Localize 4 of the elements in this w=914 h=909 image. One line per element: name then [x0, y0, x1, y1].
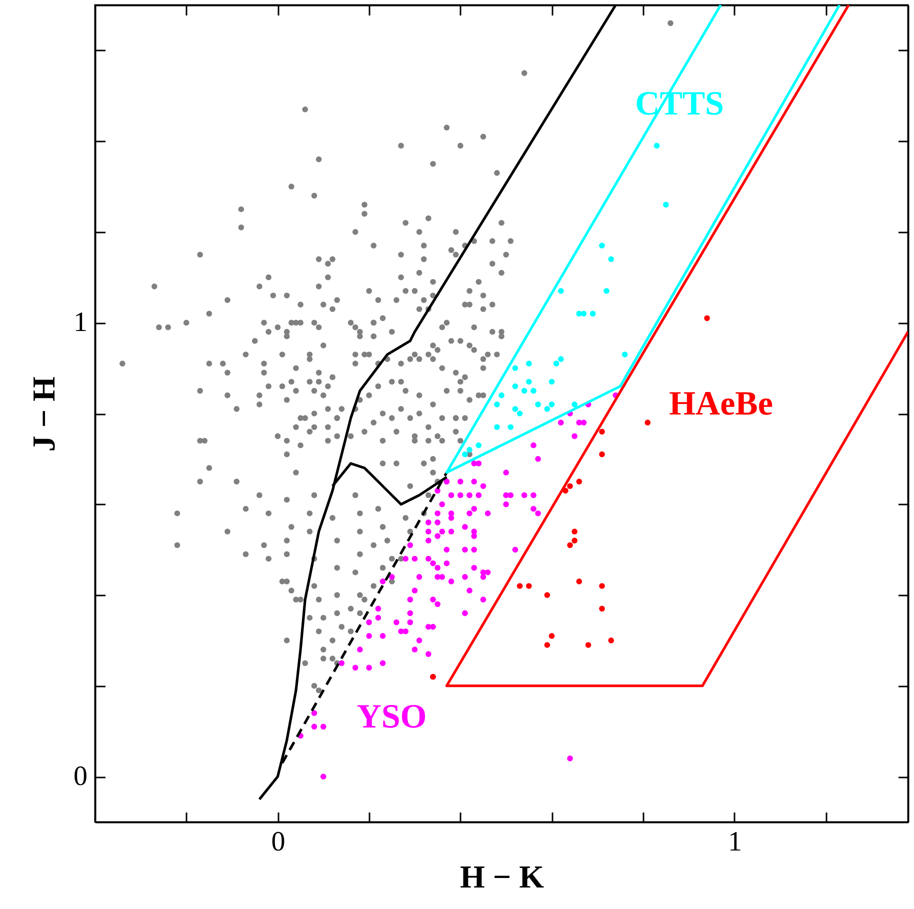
x-axis-title: H − K	[460, 858, 544, 894]
series-label: HAeBe	[669, 386, 773, 423]
y-axis-title: J − H	[26, 376, 62, 452]
series-label: YSO	[356, 698, 427, 736]
